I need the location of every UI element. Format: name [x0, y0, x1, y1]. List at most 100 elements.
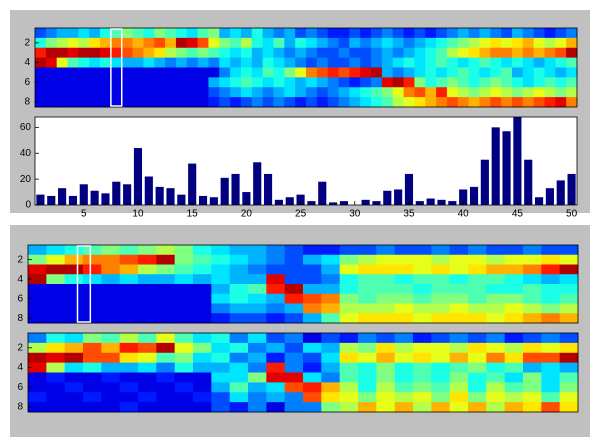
heat-cell: [414, 77, 426, 88]
bar: [361, 199, 370, 205]
heat-cell: [28, 264, 47, 275]
heat-cell: [132, 87, 144, 98]
x-tick-label: 20: [241, 209, 253, 220]
heat-cell: [208, 87, 220, 98]
heat-cell: [119, 274, 139, 285]
heat-cell: [449, 284, 469, 295]
heat-cell: [248, 372, 267, 383]
heat-cell: [28, 303, 47, 314]
heat-cell: [303, 245, 322, 256]
heat-cell: [45, 77, 58, 88]
heat-cell: [394, 402, 414, 413]
heat-cell: [284, 284, 304, 295]
heat-cell: [266, 352, 286, 364]
heat-cell: [544, 87, 556, 98]
heat-cell: [360, 87, 372, 98]
heat-cell: [559, 293, 579, 304]
heat-cell: [186, 87, 198, 98]
heat-cell: [511, 97, 524, 108]
heat-cell: [504, 274, 524, 285]
heat-cell: [436, 57, 448, 68]
heat-cell: [266, 402, 286, 413]
heat-cell: [28, 382, 47, 393]
heat-cell: [504, 245, 524, 256]
heat-cell: [175, 87, 188, 98]
heat-cell: [121, 97, 133, 108]
heat-cell: [413, 303, 432, 314]
heat-cell: [559, 284, 579, 295]
heat-cell: [371, 57, 383, 68]
heat-cell: [208, 77, 220, 88]
heat-cell: [376, 333, 396, 344]
heat-cell: [414, 97, 426, 108]
y-tick-label: 2: [24, 37, 30, 48]
heat-cell: [523, 402, 542, 413]
heat-cell: [248, 333, 267, 344]
heat-cell: [446, 67, 459, 78]
heat-cell: [56, 37, 68, 49]
axes-box: [34, 116, 578, 206]
heat-cell: [273, 77, 285, 88]
heat-cell: [78, 97, 90, 108]
y-tick-label: 2: [17, 254, 23, 265]
heat-cell: [431, 313, 451, 324]
heat-cell: [303, 392, 322, 403]
x-tick-label: 25: [295, 209, 307, 220]
heat-cell: [394, 284, 414, 295]
heat-cell: [156, 313, 176, 324]
heat-cell: [457, 37, 469, 49]
heat-cell: [208, 67, 220, 78]
heat-cell: [64, 303, 84, 314]
heat-cell: [211, 342, 231, 354]
heat-cell: [436, 67, 448, 78]
heat-cell: [541, 254, 561, 265]
heat-cell: [174, 372, 194, 383]
heat-cell: [339, 274, 359, 285]
heat-cell: [156, 333, 176, 344]
heat-cell: [101, 402, 121, 413]
heat-cell: [303, 333, 322, 344]
heat-cell: [67, 87, 79, 98]
heat-cell: [101, 333, 121, 344]
heat-cell: [349, 57, 361, 68]
heat-cell: [174, 264, 194, 275]
heat-cell: [284, 77, 296, 88]
heat-cell: [101, 372, 121, 383]
y-tick-label: 6: [17, 293, 23, 304]
heat-cell: [303, 254, 322, 265]
heat-cell: [504, 333, 524, 344]
heat-cell: [413, 392, 432, 403]
heat-cell: [165, 57, 177, 68]
heat-cell: [490, 37, 502, 49]
bar: [329, 202, 338, 205]
heat-cell: [46, 333, 66, 344]
heat-cell: [262, 47, 274, 59]
heat-cell: [501, 28, 513, 39]
heat-cell: [371, 87, 383, 98]
heat-cell: [284, 402, 304, 413]
heat-cell: [486, 382, 506, 393]
heat-cell: [45, 87, 58, 98]
heat-cell: [156, 303, 176, 314]
heat-cell: [251, 28, 264, 39]
y-tick-label: 6: [24, 77, 30, 88]
heat-cell: [35, 47, 47, 59]
heat-cell: [523, 245, 542, 256]
heat-cell: [248, 264, 267, 275]
heat-cell: [541, 333, 561, 344]
heat-cell: [303, 372, 322, 383]
heat-cell: [349, 97, 361, 108]
y-tick-label: 8: [17, 402, 23, 413]
heat-cell: [193, 382, 212, 393]
bar: [448, 201, 457, 205]
heat-cell: [284, 67, 296, 78]
heat-cell: [339, 284, 359, 295]
heat-cell: [28, 254, 47, 265]
x-tick-label: 40: [458, 209, 470, 220]
heat-cell: [193, 342, 212, 354]
heat-cell: [284, 57, 296, 68]
heat-cell: [349, 37, 361, 49]
heat-cell: [403, 97, 415, 108]
heat-cell: [119, 264, 139, 275]
